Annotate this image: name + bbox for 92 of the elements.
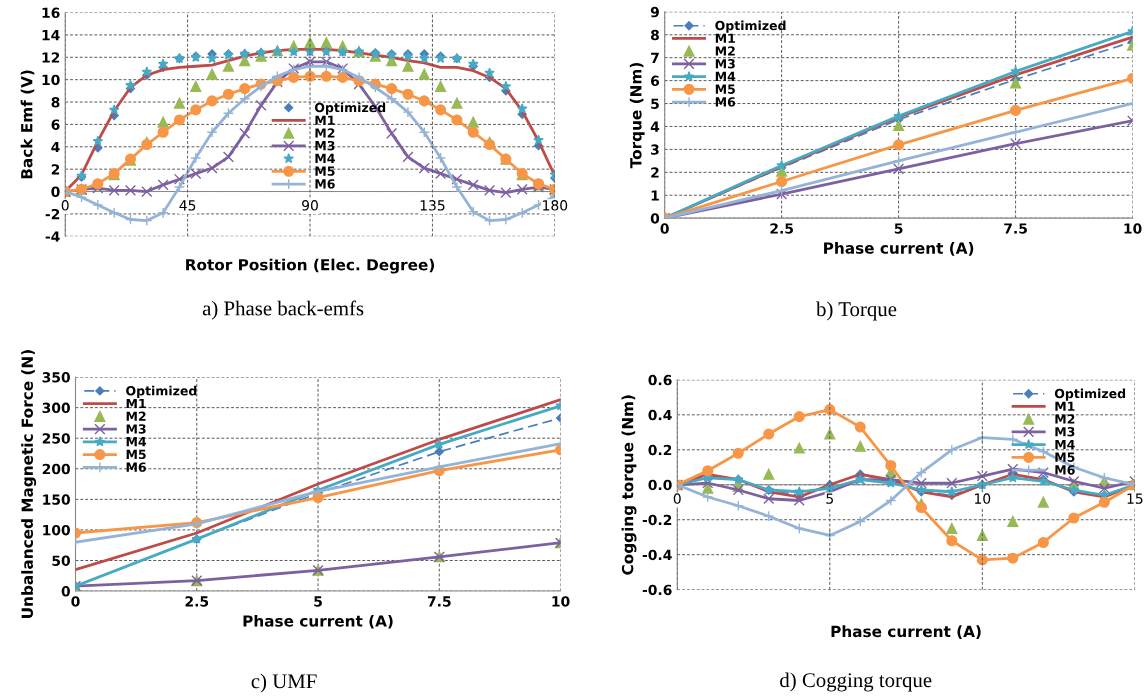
- x-tick-label: 2.5: [770, 223, 793, 234]
- legend-label: M2: [1055, 414, 1075, 424]
- y-tick-label: 5: [651, 98, 659, 110]
- y-tick-label: 14: [42, 30, 60, 41]
- legend-label: M4: [126, 437, 147, 447]
- x-tick-label: 5: [826, 493, 833, 504]
- y-tick-label: 2: [51, 164, 60, 175]
- y-tick-label: 0: [51, 186, 60, 198]
- y-tick-label: 1: [651, 190, 659, 201]
- y-tick-label: 4: [51, 141, 60, 153]
- legend-label: Optimized: [1054, 388, 1126, 401]
- legend-label: M3: [315, 140, 335, 151]
- x-tick-label: 0: [673, 493, 681, 504]
- y-tick-label: 16: [42, 7, 60, 19]
- y-tick-label: 12: [42, 52, 60, 63]
- x-axis-title: Phase current (A): [243, 614, 393, 629]
- text: b) Torque: [816, 301, 897, 321]
- x-tick-label: 10: [1124, 223, 1142, 234]
- y-tick-label: 6: [51, 119, 60, 130]
- legend-label: M5: [1055, 452, 1075, 462]
- y-tick-label: 10: [42, 74, 60, 86]
- y-tick-label: 0.0: [648, 479, 672, 491]
- y-tick-label: -0.2: [642, 514, 672, 526]
- legend-label: M6: [126, 462, 146, 472]
- x-tick-label: 0: [71, 596, 80, 607]
- y-tick-label: 0: [650, 213, 660, 224]
- y-axis-title: Back Emf (V): [20, 70, 35, 179]
- legend-label: Optimized: [126, 385, 197, 398]
- legend-label: M4: [1055, 439, 1075, 449]
- x-tick-label: 7.5: [427, 596, 451, 607]
- legend-label: M2: [315, 128, 335, 138]
- y-tick-label: -0.4: [642, 549, 672, 561]
- x-tick-label: 135: [420, 200, 445, 211]
- y-tick-label: -2: [45, 208, 60, 220]
- legend-label: M1: [315, 115, 335, 125]
- y-tick-label: -4: [45, 231, 60, 242]
- legend-label: M2: [126, 411, 146, 421]
- x-tick-label: 90: [302, 200, 318, 211]
- y-tick-label: 0.6: [648, 374, 672, 386]
- y-tick-label: 2: [651, 167, 659, 178]
- x-tick-label: 180: [543, 200, 568, 211]
- legend-label: M4: [315, 153, 335, 163]
- legend-label: M5: [315, 166, 335, 176]
- x-tick-label: 7.5: [1004, 223, 1027, 234]
- legend-label: M4: [715, 71, 736, 81]
- x-tick-label: 10: [552, 596, 570, 607]
- y-tick-label: 0: [61, 586, 70, 597]
- x-axis-title: Rotor Position (Elec. Degree): [186, 258, 434, 274]
- y-tick-label: 350: [42, 372, 70, 383]
- y-tick-label: 300: [42, 402, 70, 414]
- x-tick-label: 45: [179, 200, 196, 211]
- legend-label: M5: [715, 84, 735, 94]
- legend-label: M3: [715, 58, 735, 69]
- y-tick-label: 0.2: [648, 444, 672, 456]
- y-tick-label: 8: [650, 29, 659, 41]
- legend-label: M6: [1055, 465, 1075, 475]
- x-tick-label: 5: [314, 596, 322, 607]
- legend-label: M5: [126, 449, 146, 460]
- y-tick-label: 0.4: [648, 409, 672, 421]
- x-axis-title: Phase current (A): [831, 625, 981, 639]
- y-tick-label: 8: [51, 97, 60, 108]
- text: c) UMF: [251, 673, 317, 693]
- y-tick-label: 3: [651, 144, 659, 155]
- y-tick-label: -0.6: [642, 584, 672, 596]
- legend-label: M6: [715, 97, 736, 107]
- x-tick-label: 2.5: [185, 596, 209, 607]
- y-tick-label: 50: [52, 555, 70, 566]
- legend-label: M1: [1055, 401, 1075, 411]
- y-tick-label: 7: [651, 52, 659, 63]
- legend-label: Optimized: [715, 20, 786, 33]
- y-tick-label: 9: [650, 6, 659, 18]
- y-tick-label: 100: [43, 524, 70, 536]
- y-tick-label: 150: [43, 494, 70, 505]
- text: d) Cogging torque: [780, 672, 932, 692]
- y-axis-title: Torque (Nm): [629, 63, 645, 169]
- y-axis-title: Unbalanced Magnetic Force (N): [21, 350, 37, 618]
- x-tick-label: 15: [1127, 493, 1143, 504]
- legend-label: M3: [1055, 427, 1075, 437]
- legend-label: M2: [715, 46, 735, 56]
- y-tick-label: 6: [651, 75, 660, 87]
- y-tick-label: 200: [42, 463, 70, 475]
- text: a) Phase back-emfs: [202, 300, 364, 320]
- x-tick-label: 5: [894, 223, 903, 234]
- legend-label: M1: [126, 398, 146, 409]
- x-tick-label: 10: [975, 493, 991, 504]
- y-axis-title: Cogging torque (Nm): [621, 395, 637, 575]
- y-tick-label: 250: [42, 433, 70, 444]
- y-tick-label: 4: [650, 121, 660, 132]
- legend-label: M6: [315, 179, 335, 189]
- legend-label: M3: [126, 424, 146, 434]
- x-axis-title: Phase current (A): [824, 242, 974, 256]
- legend-label: M1: [715, 33, 735, 43]
